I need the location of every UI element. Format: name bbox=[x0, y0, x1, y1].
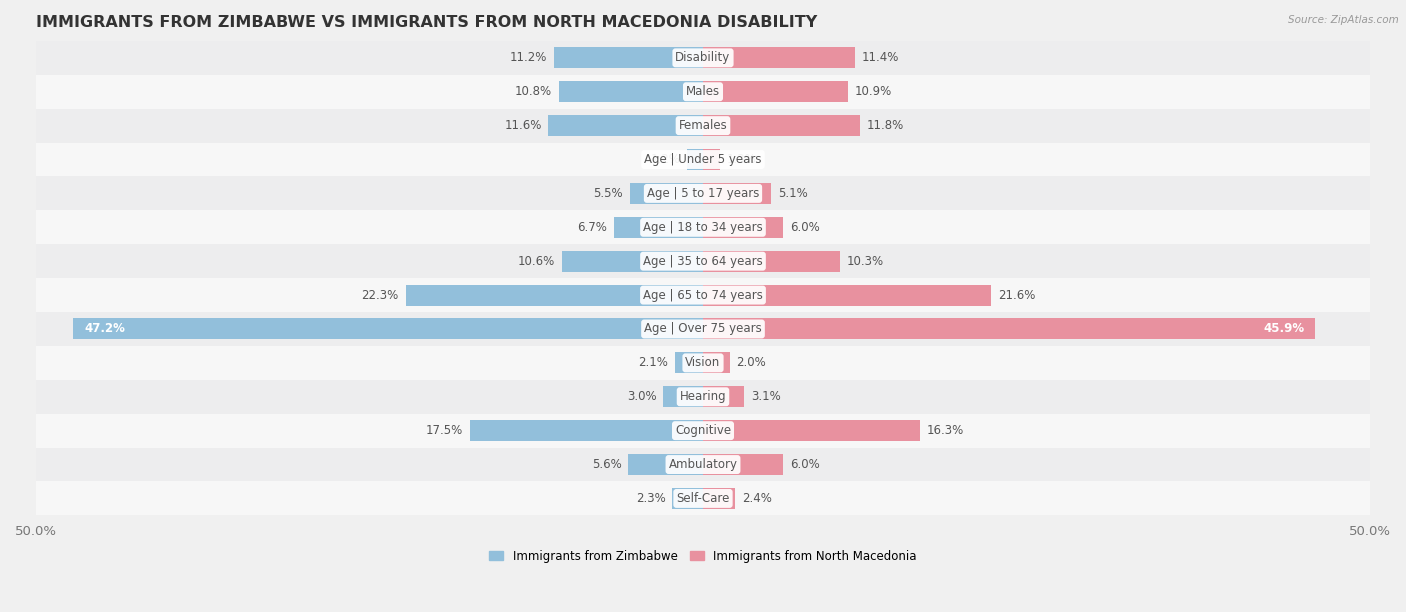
Text: 2.4%: 2.4% bbox=[742, 492, 772, 505]
Text: 1.2%: 1.2% bbox=[651, 153, 681, 166]
Bar bbox=[37, 41, 1369, 75]
Bar bbox=[37, 75, 1369, 109]
Bar bbox=[630, 183, 703, 204]
Text: Females: Females bbox=[679, 119, 727, 132]
Text: 6.0%: 6.0% bbox=[790, 458, 820, 471]
Text: 10.6%: 10.6% bbox=[517, 255, 555, 267]
Bar bbox=[73, 318, 703, 340]
Text: 3.0%: 3.0% bbox=[627, 390, 657, 403]
Bar bbox=[37, 312, 1369, 346]
Bar bbox=[548, 115, 703, 136]
Text: 5.6%: 5.6% bbox=[592, 458, 621, 471]
Bar bbox=[628, 454, 703, 475]
Text: 16.3%: 16.3% bbox=[927, 424, 965, 437]
Text: Age | Over 75 years: Age | Over 75 years bbox=[644, 323, 762, 335]
Bar bbox=[37, 447, 1369, 482]
Text: 2.0%: 2.0% bbox=[737, 356, 766, 370]
Text: 17.5%: 17.5% bbox=[426, 424, 463, 437]
Text: Age | 18 to 34 years: Age | 18 to 34 years bbox=[643, 221, 763, 234]
Text: Vision: Vision bbox=[685, 356, 721, 370]
Text: 6.0%: 6.0% bbox=[790, 221, 820, 234]
Text: Source: ZipAtlas.com: Source: ZipAtlas.com bbox=[1288, 15, 1399, 25]
Bar bbox=[561, 251, 703, 272]
Bar bbox=[37, 414, 1369, 447]
Bar bbox=[664, 386, 703, 407]
Bar bbox=[703, 47, 855, 69]
Bar bbox=[703, 285, 991, 305]
Bar bbox=[703, 488, 735, 509]
Text: Age | 5 to 17 years: Age | 5 to 17 years bbox=[647, 187, 759, 200]
Bar bbox=[703, 251, 841, 272]
Text: 11.2%: 11.2% bbox=[509, 51, 547, 64]
Bar bbox=[672, 488, 703, 509]
Bar bbox=[37, 482, 1369, 515]
Bar bbox=[37, 278, 1369, 312]
Text: 5.5%: 5.5% bbox=[593, 187, 623, 200]
Bar bbox=[675, 353, 703, 373]
Text: 3.1%: 3.1% bbox=[751, 390, 780, 403]
Bar bbox=[37, 380, 1369, 414]
Bar bbox=[37, 143, 1369, 176]
Text: 11.4%: 11.4% bbox=[862, 51, 898, 64]
Bar bbox=[703, 454, 783, 475]
Text: IMMIGRANTS FROM ZIMBABWE VS IMMIGRANTS FROM NORTH MACEDONIA DISABILITY: IMMIGRANTS FROM ZIMBABWE VS IMMIGRANTS F… bbox=[37, 15, 817, 30]
Text: 10.8%: 10.8% bbox=[515, 85, 553, 99]
Bar bbox=[703, 115, 860, 136]
Text: Age | 65 to 74 years: Age | 65 to 74 years bbox=[643, 289, 763, 302]
Text: 6.7%: 6.7% bbox=[576, 221, 607, 234]
Bar bbox=[37, 346, 1369, 380]
Bar bbox=[405, 285, 703, 305]
Bar bbox=[703, 149, 720, 170]
Text: Ambulatory: Ambulatory bbox=[668, 458, 738, 471]
Text: 11.8%: 11.8% bbox=[868, 119, 904, 132]
Text: 2.1%: 2.1% bbox=[638, 356, 668, 370]
Bar bbox=[37, 176, 1369, 211]
Text: 11.6%: 11.6% bbox=[505, 119, 541, 132]
Text: 47.2%: 47.2% bbox=[84, 323, 125, 335]
Bar bbox=[703, 386, 744, 407]
Bar bbox=[703, 420, 921, 441]
Text: Cognitive: Cognitive bbox=[675, 424, 731, 437]
Bar bbox=[688, 149, 703, 170]
Bar bbox=[703, 353, 730, 373]
Legend: Immigrants from Zimbabwe, Immigrants from North Macedonia: Immigrants from Zimbabwe, Immigrants fro… bbox=[485, 545, 921, 567]
Text: 2.3%: 2.3% bbox=[636, 492, 665, 505]
Bar bbox=[554, 47, 703, 69]
Bar bbox=[703, 217, 783, 238]
Text: 22.3%: 22.3% bbox=[361, 289, 399, 302]
Bar bbox=[37, 244, 1369, 278]
Text: 45.9%: 45.9% bbox=[1264, 323, 1305, 335]
Text: Age | 35 to 64 years: Age | 35 to 64 years bbox=[643, 255, 763, 267]
Text: Age | Under 5 years: Age | Under 5 years bbox=[644, 153, 762, 166]
Bar bbox=[703, 318, 1315, 340]
Text: 5.1%: 5.1% bbox=[778, 187, 807, 200]
Text: Males: Males bbox=[686, 85, 720, 99]
Bar bbox=[613, 217, 703, 238]
Text: Disability: Disability bbox=[675, 51, 731, 64]
Bar bbox=[703, 81, 848, 102]
Text: Hearing: Hearing bbox=[679, 390, 727, 403]
Bar bbox=[470, 420, 703, 441]
Text: 10.3%: 10.3% bbox=[846, 255, 884, 267]
Text: 21.6%: 21.6% bbox=[998, 289, 1035, 302]
Text: 1.3%: 1.3% bbox=[727, 153, 756, 166]
Text: Self-Care: Self-Care bbox=[676, 492, 730, 505]
Text: 10.9%: 10.9% bbox=[855, 85, 893, 99]
Bar bbox=[37, 211, 1369, 244]
Bar bbox=[560, 81, 703, 102]
Bar bbox=[37, 109, 1369, 143]
Bar bbox=[703, 183, 770, 204]
